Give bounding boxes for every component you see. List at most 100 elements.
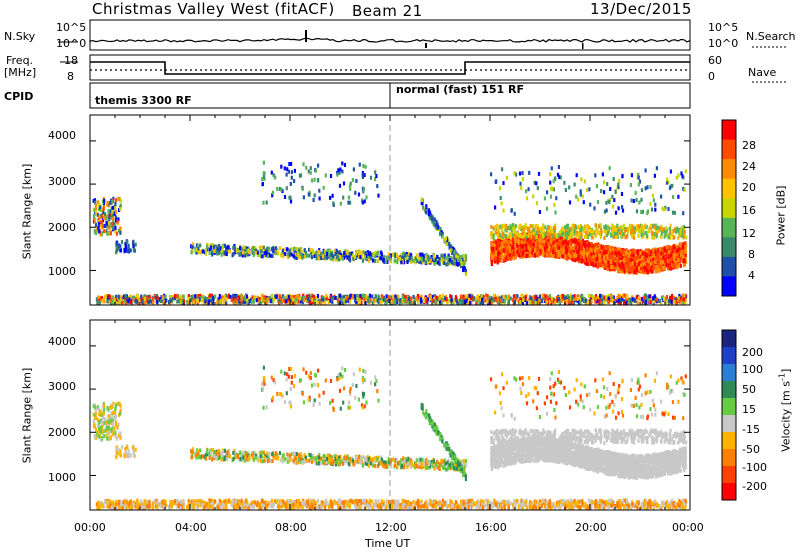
power-echo-cell: [278, 294, 281, 299]
power-echo-cell: [547, 298, 550, 303]
power-echo-cell: [124, 294, 127, 299]
power-echo-cell: [139, 298, 143, 303]
power-echo-cell: [98, 205, 102, 210]
power-echo-cell: [600, 245, 603, 250]
power-echo-cell: [136, 296, 139, 301]
power-echo-cell: [349, 251, 352, 256]
power-echo-cell: [237, 295, 240, 300]
power-echo-cell: [119, 244, 122, 249]
power-echo-cell: [290, 247, 293, 252]
power-echo-cell: [103, 198, 106, 203]
power-echo-cell: [277, 250, 280, 255]
power-echo-cell: [683, 249, 686, 254]
power-echo-cell: [601, 259, 604, 263]
power-echo-cell: [349, 293, 352, 298]
power-echo-cell: [631, 258, 634, 263]
power-echo-cell: [463, 299, 466, 304]
power-echo-cell: [329, 195, 332, 200]
power-echo-cell: [297, 255, 300, 260]
power-echo-cell: [302, 293, 305, 298]
power-echo-cell: [380, 252, 383, 257]
power-echo-cell: [274, 175, 277, 180]
power-echo-cell: [612, 177, 615, 181]
power-echo-cell: [640, 265, 643, 270]
power-echo-cell: [431, 219, 434, 224]
power-echo-cell: [540, 240, 543, 245]
power-echo-cell: [635, 209, 639, 214]
power-echo-cell: [112, 205, 115, 210]
power-echo-cell: [190, 250, 193, 255]
power-echo-cell: [587, 301, 590, 305]
power-echo-cell: [94, 222, 98, 227]
power-echo-cell: [563, 180, 566, 185]
power-echo-cell: [99, 224, 102, 229]
power-echo-cell: [94, 203, 98, 208]
power-echo-cell: [373, 253, 376, 258]
power-echo-cell: [522, 238, 525, 243]
power-echo-cell: [617, 185, 620, 190]
power-echo-cell: [258, 245, 261, 250]
power-echo-cell: [114, 202, 117, 206]
power-echo-cell: [519, 237, 522, 241]
power-echo-cell: [152, 300, 155, 305]
power-echo-cell: [649, 265, 652, 269]
power-echo-cell: [94, 210, 98, 215]
power-echo-cell: [346, 296, 349, 301]
power-echo-cell: [312, 198, 315, 202]
power-echo-cell: [558, 300, 561, 305]
power-echo-cell: [663, 207, 666, 212]
power-echo-cell: [644, 298, 648, 303]
power-echo-cell: [601, 294, 604, 299]
power-echo-cell: [169, 294, 172, 299]
power-echo-cell: [342, 181, 346, 186]
power-echo-cell: [490, 259, 493, 264]
power-echo-cell: [451, 257, 454, 262]
power-echo-cell: [671, 248, 675, 253]
power-echo-cell: [251, 295, 254, 300]
power-echo-cell: [367, 258, 371, 263]
power-echo-cell: [105, 221, 109, 226]
power-echo-cell: [531, 295, 535, 300]
power-echo-cell: [605, 294, 608, 299]
power-echo-cell: [600, 300, 603, 305]
power-echo-cell: [589, 295, 592, 299]
power-echo-cell: [342, 295, 345, 300]
power-echo-cell: [128, 297, 131, 302]
power-echo-cell: [133, 295, 136, 300]
power-echo-cell: [343, 298, 346, 303]
power-echo-cell: [464, 268, 467, 273]
power-echo-cell: [454, 295, 457, 300]
power-echo-cell: [675, 264, 679, 269]
power-echo-cell: [617, 298, 620, 303]
power-echo-cell: [567, 295, 570, 300]
power-echo-cell: [211, 249, 214, 254]
power-echo-cell: [606, 255, 609, 260]
power-echo-cell: [537, 301, 540, 305]
power-echo-cell: [198, 297, 201, 302]
power-echo-cell: [252, 246, 255, 250]
power-echo-cell: [207, 296, 210, 301]
power-echo-cell: [549, 240, 552, 244]
power-echo-cell: [635, 198, 638, 203]
power-echo-cell: [590, 251, 593, 256]
power-echo-cell: [418, 252, 421, 257]
power-echo-cell: [234, 294, 237, 299]
power-echo-cell: [420, 252, 423, 257]
power-echo-cell: [418, 256, 421, 261]
power-echo-cell: [497, 238, 500, 243]
power-echo-cell: [650, 207, 654, 212]
power-echo-cell: [504, 246, 507, 251]
power-echo-cell: [661, 206, 664, 211]
power-echo-cell: [106, 298, 109, 303]
power-echo-cell: [506, 238, 509, 243]
power-echo-cell: [559, 175, 563, 180]
power-echo-cell: [107, 209, 110, 214]
power-echo-cell: [154, 295, 157, 300]
power-echo-cell: [512, 240, 515, 245]
power-echo-cell: [412, 258, 415, 263]
power-echo-cell: [667, 207, 670, 211]
power-echo-cell: [670, 247, 673, 252]
power-echo-cell: [271, 193, 274, 198]
power-echo-cell: [360, 198, 364, 203]
power-echo-cell: [621, 174, 624, 179]
